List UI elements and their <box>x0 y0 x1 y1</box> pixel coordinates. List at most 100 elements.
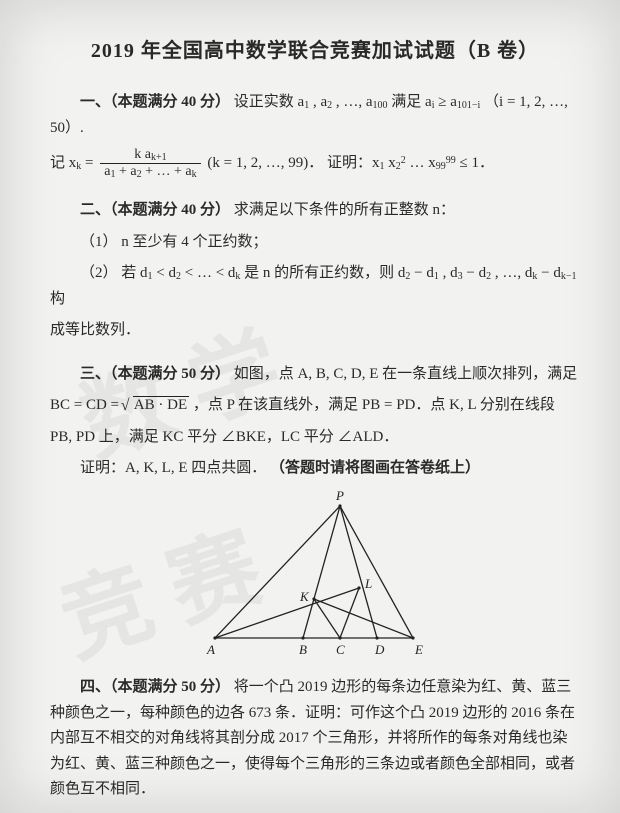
sub: 1 <box>380 161 385 172</box>
q1-text: x <box>388 155 396 171</box>
segment-PE <box>340 506 413 638</box>
sub: k+1 <box>151 152 167 163</box>
text: k a <box>134 147 151 162</box>
sub: 101−i <box>457 100 480 111</box>
q2-head: 二、（本题满分 40 分） <box>80 202 230 218</box>
fraction: k ak+1 a1 + a2 + … + ak <box>100 147 200 180</box>
sub: 1 <box>434 271 439 282</box>
q2-c2: （2） 若 d1 < d2 < … < dk 是 n 的所有正约数，则 d2 −… <box>50 261 580 312</box>
segment-EK <box>314 599 413 638</box>
q1-text: = <box>85 155 97 171</box>
sub: i <box>432 100 435 111</box>
label-L: L <box>364 576 372 591</box>
text: 构 <box>50 291 65 307</box>
q1-text: 满足 a <box>391 94 431 110</box>
point-D <box>375 636 378 639</box>
q3-head: 三、（本题满分 50 分） <box>80 366 230 382</box>
text: + … + a <box>145 164 192 179</box>
segment-KC <box>314 599 340 638</box>
label-E: E <box>414 642 423 657</box>
label-B: B <box>299 642 307 657</box>
q1-text: ≤ 1． <box>460 155 494 171</box>
sub: 1 <box>304 100 309 111</box>
text: （2） 若 d <box>80 265 148 281</box>
sub: k <box>532 271 537 282</box>
text: 是 n 的所有正约数，则 d <box>244 265 405 281</box>
q1-head: 一、（本题满分 40 分） <box>80 94 230 110</box>
text: （答题时请将图画在答卷纸上） <box>270 460 480 476</box>
q3-l2: BC = CD = AB · DE ，点 P 在该直线外，满足 PB = PD．… <box>50 393 580 419</box>
text: − d <box>466 265 486 281</box>
page-title: 2019 年全国高中数学联合竞赛加试试题（B 卷） <box>50 34 580 68</box>
sub: 2 <box>405 271 410 282</box>
label-K: K <box>299 589 310 604</box>
sup: 99 <box>446 155 456 166</box>
q1-text: … x <box>410 155 436 171</box>
text: + a <box>119 164 137 179</box>
sub: k <box>192 169 197 180</box>
text: , d <box>443 265 458 281</box>
q4-body: 将一个凸 2019 边形的每条边任意染为红、黄、蓝三种颜色之一，每种颜色的边各 … <box>50 679 575 797</box>
point-A <box>213 636 216 639</box>
sub: 3 <box>458 271 463 282</box>
point-P <box>338 504 341 507</box>
q4-head: 四、（本题满分 50 分） <box>80 679 230 695</box>
q2-c2-tail: 成等比数列． <box>50 318 580 344</box>
q1-text: , a <box>313 94 327 110</box>
radicand: AB · DE <box>133 396 189 413</box>
q2-text: 求满足以下条件的所有正整数 n： <box>234 202 455 218</box>
sub: k <box>76 161 81 172</box>
text: − d <box>414 265 434 281</box>
text: − d <box>541 265 561 281</box>
q1-text: 记 x <box>50 155 76 171</box>
point-L <box>357 586 360 589</box>
sub: k−1 <box>561 271 577 282</box>
q1-text: (k = 1, 2, …, 99)． 证明：x <box>207 155 379 171</box>
denominator: a1 + a2 + … + ak <box>100 163 200 180</box>
q2-stem: 二、（本题满分 40 分） 求满足以下条件的所有正整数 n： <box>50 198 580 224</box>
q3-prove: 证明：A, K, L, E 四点共圆． （答题时请将图画在答卷纸上） <box>50 456 580 482</box>
text: 如图，点 A, B, C, D, E 在一条直线上顺次排列，满足 <box>234 366 577 382</box>
label-C: C <box>336 642 345 657</box>
text: , …, d <box>495 265 533 281</box>
sub: 99 <box>436 161 446 172</box>
q1-text: 设正实数 a <box>234 94 304 110</box>
q1-line1: 一、（本题满分 40 分） 设正实数 a1 , a2 , …, a100 满足 … <box>50 90 580 141</box>
q1-text: ≥ a <box>438 94 457 110</box>
text: ，点 P 在该直线外，满足 PB = PD．点 K, L 分别在线段 <box>193 397 555 413</box>
q3-figure: P K L A B C D E <box>50 488 580 668</box>
q1-text: , …, a <box>336 94 373 110</box>
point-B <box>301 636 304 639</box>
sub: 1 <box>110 169 115 180</box>
point-C <box>338 636 341 639</box>
text: 证明：A, K, L, E 四点共圆． <box>80 460 266 476</box>
point-K <box>312 597 315 600</box>
segment-DP <box>340 506 377 638</box>
q4: 四、（本题满分 50 分） 将一个凸 2019 边形的每条边任意染为红、黄、蓝三… <box>50 675 580 803</box>
label-A: A <box>206 642 215 657</box>
q3-l1: 三、（本题满分 50 分） 如图，点 A, B, C, D, E 在一条直线上顺… <box>50 362 580 388</box>
page: 数 学 竞 赛 2019 年全国高中数学联合竞赛加试试题（B 卷） 一、（本题满… <box>0 0 620 813</box>
label-D: D <box>374 642 385 657</box>
q2-c1: （1） n 至少有 4 个正约数； <box>50 230 580 256</box>
sub: 100 <box>373 100 388 111</box>
sub: 2 <box>137 169 142 180</box>
numerator: k ak+1 <box>100 147 200 163</box>
q3-l3: PB, PD 上，满足 KC 平分 ∠BKE，LC 平分 ∠ALD． <box>50 425 580 451</box>
segment-AL <box>215 588 359 638</box>
geometry-figure: P K L A B C D E <box>195 488 435 658</box>
sqrt: AB · DE <box>123 393 189 419</box>
q1-line2: 记 xk = k ak+1 a1 + a2 + … + ak (k = 1, 2… <box>50 147 580 180</box>
text: BC = CD = <box>50 397 123 413</box>
text: < d <box>156 265 176 281</box>
sub: 2 <box>327 100 332 111</box>
label-P: P <box>335 488 344 503</box>
sub: 2 <box>486 271 491 282</box>
text: < … < d <box>185 265 236 281</box>
sub: 2 <box>176 271 181 282</box>
sup: 2 <box>401 155 406 166</box>
sub: 1 <box>148 271 153 282</box>
point-E <box>411 636 414 639</box>
sub: k <box>235 271 240 282</box>
segment-LC <box>340 588 359 638</box>
